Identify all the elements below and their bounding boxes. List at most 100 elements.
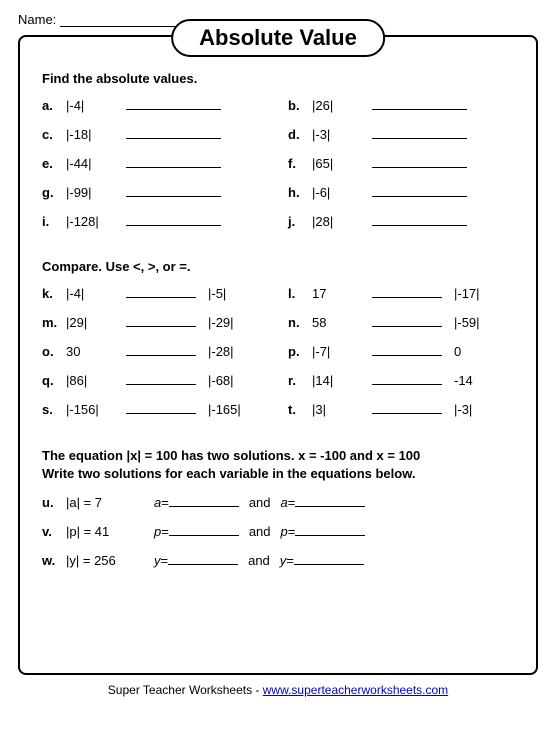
item-letter: w. xyxy=(42,553,66,568)
section3-intro: The equation |x| = 100 has two solutions… xyxy=(42,447,514,483)
footer-link[interactable]: www.superteacherworksheets.com xyxy=(263,683,448,697)
abs-value-row: i.|-128| xyxy=(42,214,268,229)
answer-blank[interactable] xyxy=(126,98,221,110)
item-letter: s. xyxy=(42,402,66,417)
compare-blank[interactable] xyxy=(126,286,196,298)
solution-blank-2[interactable] xyxy=(294,553,364,565)
abs-value-row: j.|28| xyxy=(288,214,514,229)
compare-right: |-5| xyxy=(208,286,226,301)
item-expression: |-18| xyxy=(66,127,114,142)
and-word: and xyxy=(249,524,271,539)
compare-blank[interactable] xyxy=(126,373,196,385)
abs-value-row: c.|-18| xyxy=(42,127,268,142)
compare-blank[interactable] xyxy=(372,315,442,327)
compare-left: 30 xyxy=(66,344,114,359)
solution-blank-1[interactable] xyxy=(168,553,238,565)
item-letter: r. xyxy=(288,373,312,388)
compare-right: |-165| xyxy=(208,402,241,417)
footer: Super Teacher Worksheets - www.superteac… xyxy=(18,683,538,697)
item-letter: i. xyxy=(42,214,66,229)
compare-left: |3| xyxy=(312,402,360,417)
section1-prompt: Find the absolute values. xyxy=(42,71,514,86)
section2-prompt: Compare. Use <, >, or =. xyxy=(42,259,514,274)
section1-grid: a.|-4|b.|26|c.|-18|d.|-3|e.|-44|f.|65|g.… xyxy=(42,98,514,243)
compare-row: n.58|-59| xyxy=(288,315,514,330)
item-expression: |-44| xyxy=(66,156,114,171)
compare-row: l.17 |-17| xyxy=(288,286,514,301)
answer-blank[interactable] xyxy=(126,214,221,226)
compare-left: 58 xyxy=(312,315,360,330)
compare-blank[interactable] xyxy=(372,373,442,385)
compare-left: |86| xyxy=(66,373,114,388)
footer-text: Super Teacher Worksheets - xyxy=(108,683,263,697)
compare-row: r.|14|-14 xyxy=(288,373,514,388)
section3-list: u.|a| = 7a = anda = v.|p| = 41p = andp =… xyxy=(42,495,514,568)
answer-blank[interactable] xyxy=(372,214,467,226)
item-letter: q. xyxy=(42,373,66,388)
compare-row: k.|-4| |-5| xyxy=(42,286,268,301)
item-letter: l. xyxy=(288,286,312,301)
item-letter: e. xyxy=(42,156,66,171)
item-expression: |-6| xyxy=(312,185,360,200)
item-letter: b. xyxy=(288,98,312,113)
and-word: and xyxy=(248,553,270,568)
answer-blank[interactable] xyxy=(372,127,467,139)
answer-blank[interactable] xyxy=(126,185,221,197)
var-label: p xyxy=(281,524,288,539)
compare-right: |-3| xyxy=(454,402,472,417)
compare-blank[interactable] xyxy=(372,402,442,414)
solution-blank-2[interactable] xyxy=(295,524,365,536)
compare-right: |-28| xyxy=(208,344,234,359)
item-letter: d. xyxy=(288,127,312,142)
name-label: Name: xyxy=(18,12,56,27)
answer-blank[interactable] xyxy=(372,98,467,110)
compare-left: |-156| xyxy=(66,402,114,417)
item-expression: |-4| xyxy=(66,98,114,113)
compare-blank[interactable] xyxy=(372,344,442,356)
solution-blank-1[interactable] xyxy=(169,495,239,507)
compare-blank[interactable] xyxy=(372,286,442,298)
compare-blank[interactable] xyxy=(126,344,196,356)
answer-blank[interactable] xyxy=(372,185,467,197)
compare-row: m.|29||-29| xyxy=(42,315,268,330)
item-letter: f. xyxy=(288,156,312,171)
item-letter: u. xyxy=(42,495,66,510)
compare-left: |29| xyxy=(66,315,114,330)
item-expression: |28| xyxy=(312,214,360,229)
compare-row: s.|-156| |-165| xyxy=(42,402,268,417)
var-label: a xyxy=(154,495,161,510)
item-expression: |-128| xyxy=(66,214,114,229)
answer-blank[interactable] xyxy=(126,127,221,139)
item-letter: g. xyxy=(42,185,66,200)
item-letter: c. xyxy=(42,127,66,142)
answer-blank[interactable] xyxy=(126,156,221,168)
compare-right: |-17| xyxy=(454,286,480,301)
abs-value-row: d.|-3| xyxy=(288,127,514,142)
item-letter: k. xyxy=(42,286,66,301)
abs-value-row: f.|65| xyxy=(288,156,514,171)
solution-blank-2[interactable] xyxy=(295,495,365,507)
equation: |p| = 41 xyxy=(66,524,154,539)
compare-row: o.30|-28| xyxy=(42,344,268,359)
item-expression: |26| xyxy=(312,98,360,113)
compare-left: 17 xyxy=(312,286,360,301)
answer-blank[interactable] xyxy=(372,156,467,168)
compare-row: p.|-7|0 xyxy=(288,344,514,359)
compare-blank[interactable] xyxy=(126,315,196,327)
compare-blank[interactable] xyxy=(126,402,196,414)
item-expression: |-99| xyxy=(66,185,114,200)
abs-value-row: g.|-99| xyxy=(42,185,268,200)
item-expression: |-3| xyxy=(312,127,360,142)
item-letter: p. xyxy=(288,344,312,359)
compare-left: |-4| xyxy=(66,286,114,301)
solution-row: u.|a| = 7a = anda = xyxy=(42,495,514,510)
compare-right: -14 xyxy=(454,373,473,388)
compare-right: |-29| xyxy=(208,315,234,330)
solution-blank-1[interactable] xyxy=(169,524,239,536)
var-label: p xyxy=(154,524,161,539)
var-label: a xyxy=(281,495,288,510)
abs-value-row: e.|-44| xyxy=(42,156,268,171)
compare-right: |-59| xyxy=(454,315,480,330)
item-letter: h. xyxy=(288,185,312,200)
item-letter: j. xyxy=(288,214,312,229)
